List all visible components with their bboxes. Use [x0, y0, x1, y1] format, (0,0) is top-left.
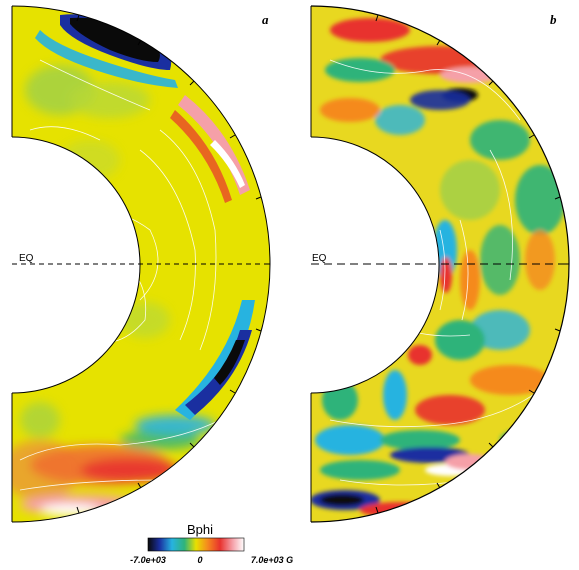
- colorbar-tick-min: -7.0e+03: [130, 555, 166, 565]
- colorbar: Bphi -7.0e+03 0 7.0e+03 G: [130, 522, 293, 565]
- colorbar-gradient: [148, 538, 244, 551]
- panel-b: EQ b: [310, 6, 571, 522]
- colorbar-tick-mid: 0: [197, 555, 202, 565]
- panel-a: EQ a: [0, 6, 272, 522]
- panel-a-equator-label: EQ: [19, 253, 34, 264]
- panel-b-letter: b: [550, 12, 557, 27]
- colorbar-title: Bphi: [187, 522, 213, 537]
- panel-b-field: [310, 6, 571, 522]
- panel-a-letter: a: [262, 12, 269, 27]
- panel-b-equator-label: EQ: [312, 253, 327, 264]
- colorbar-tick-max: 7.0e+03 G: [251, 555, 293, 565]
